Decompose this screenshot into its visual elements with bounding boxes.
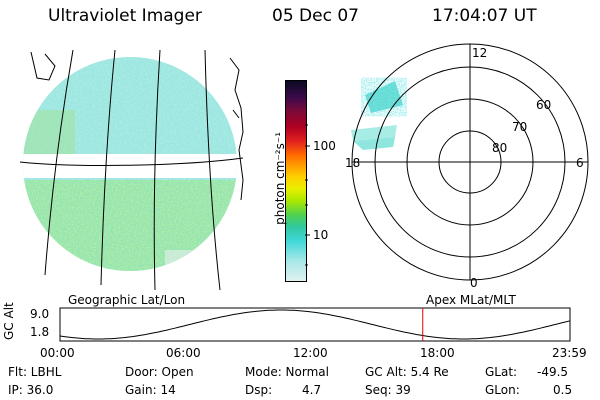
mlt-label-18: 18: [345, 156, 361, 170]
mlat-label-60: 60: [536, 98, 552, 112]
mlat-label-70: 70: [512, 120, 528, 134]
altitude-curve: [59, 309, 571, 340]
gain-info: Gain: 14: [125, 383, 176, 397]
timeline-xtick-0000: 00:00: [40, 346, 75, 360]
glon-label: GLon:: [485, 383, 520, 397]
color-tick-10: 10: [313, 228, 329, 242]
polar-mlt-plot: [351, 43, 589, 281]
timeline-xtick-1200: 12:00: [293, 346, 328, 360]
observation-date: 05 Dec 07: [272, 6, 359, 26]
data-gap-band: [23, 154, 237, 178]
mlt-label-0: 0: [470, 276, 478, 290]
dsp-label: Dsp:: [245, 383, 273, 397]
mlat-label-80: 80: [492, 141, 508, 155]
color-tick-marks: [305, 124, 310, 266]
mlt-label-6: 6: [576, 156, 584, 170]
timeline-ylabel: GC Alt: [2, 302, 16, 340]
glat-label: GLat:: [485, 365, 518, 379]
gc-alt-info: GC Alt: 5.4 Re: [365, 365, 449, 379]
timeline-plot: [59, 307, 571, 342]
mlt-label-12: 12: [472, 46, 488, 60]
glat-value: -49.5: [537, 365, 569, 379]
glon-value: 0.5: [553, 383, 573, 397]
color-tick-100: 100: [313, 139, 336, 153]
geographic-image: [19, 49, 244, 291]
timeline-xtick-2359: 23:59: [552, 346, 587, 360]
seq-info: Seq: 39: [365, 383, 411, 397]
timeline-right-title: Apex MLat/MLT: [426, 293, 516, 307]
observation-time: 17:04:07 UT: [432, 6, 537, 26]
instrument-title: Ultraviolet Imager: [48, 6, 202, 26]
color-scale-label: photon cm⁻²s⁻¹: [273, 132, 287, 225]
dsp-value: 4.7: [302, 383, 322, 397]
mode-info: Mode: Normal: [245, 365, 329, 379]
ip-info: IP: 36.0: [8, 383, 54, 397]
polar-data-patch-lower: [351, 125, 397, 141]
filter-info: Flt: LBHL: [8, 365, 62, 379]
timeline-left-title: Geographic Lat/Lon: [68, 293, 186, 307]
timeline-frame: [59, 307, 571, 342]
timeline-xtick-0600: 06:00: [166, 346, 201, 360]
timeline-xtick-1800: 18:00: [420, 346, 455, 360]
door-info: Door: Open: [125, 365, 194, 379]
timeline-ytick-1-8: 1.8: [30, 325, 50, 339]
timeline-ytick-9: 9.0: [30, 307, 50, 321]
color-scale-bar: [285, 80, 307, 282]
